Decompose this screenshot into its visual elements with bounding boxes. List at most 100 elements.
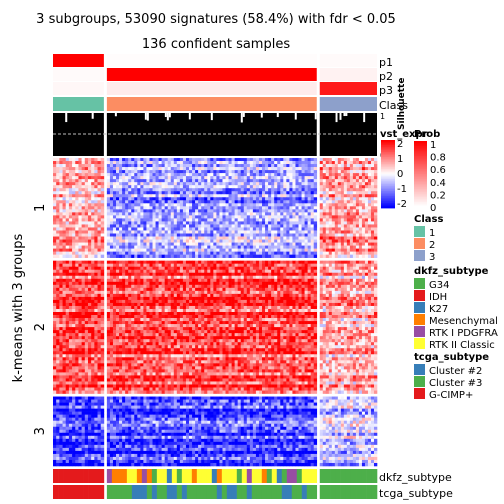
- heatmap-cell: [201, 218, 205, 222]
- silhouette-gap: [314, 113, 317, 120]
- heatmap-cell: [358, 173, 363, 177]
- heatmap-cell: [310, 236, 315, 240]
- heatmap-cell: [72, 333, 76, 337]
- heatmap-cell: [216, 269, 220, 274]
- heatmap-cell: [158, 203, 162, 207]
- heatmap-cell: [97, 251, 101, 255]
- heatmap-cell: [262, 209, 266, 213]
- heatmap-cell: [81, 254, 86, 258]
- heatmap-cell: [143, 254, 147, 258]
- heatmap-cell: [100, 266, 105, 271]
- heatmap-cell: [164, 197, 169, 201]
- heatmap-cell: [131, 167, 135, 171]
- heatmap-cell: [286, 269, 290, 274]
- heatmap-cell: [213, 170, 217, 174]
- heatmap-cell: [358, 248, 363, 252]
- heatmap-cell: [106, 167, 111, 171]
- heatmap-cell: [185, 230, 190, 234]
- heatmap-cell: [137, 224, 141, 228]
- heatmap-cell: [304, 158, 308, 162]
- heatmap-cell: [109, 215, 114, 219]
- heatmap-cell: [225, 179, 229, 183]
- heatmap-cell: [106, 245, 111, 249]
- heatmap-cell: [78, 158, 82, 162]
- heatmap-cell: [65, 260, 70, 264]
- heatmap-cell: [56, 203, 60, 207]
- heatmap-cell: [128, 230, 132, 234]
- heatmap-cell: [295, 236, 299, 240]
- heatmap-cell: [59, 315, 63, 319]
- heatmap-cell: [340, 224, 345, 228]
- heatmap-cell: [246, 248, 251, 252]
- heatmap-cell: [164, 293, 169, 298]
- heatmap-cell: [364, 203, 369, 207]
- heatmap-cell: [343, 215, 348, 219]
- heatmap-cell: [219, 254, 223, 258]
- heatmap-cell: [68, 173, 73, 177]
- heatmap-cell: [319, 170, 324, 174]
- heatmap-cell: [75, 200, 79, 204]
- heatmap-cell: [119, 233, 123, 237]
- heatmap-cell: [53, 245, 57, 249]
- heatmap-cell: [295, 278, 299, 283]
- heatmap-cell: [97, 263, 101, 267]
- heatmap-cell: [158, 266, 162, 271]
- heatmap-cell: [125, 242, 129, 246]
- heatmap-cell: [75, 182, 79, 186]
- heatmap-cell: [361, 251, 366, 255]
- heatmap-cell: [265, 206, 269, 210]
- heatmap-cell: [119, 215, 123, 219]
- heatmap-cell: [97, 321, 101, 325]
- heatmap-cell: [109, 284, 114, 289]
- heatmap-cell: [268, 212, 272, 216]
- heatmap-cell: [53, 390, 57, 394]
- heatmap-cell: [255, 239, 260, 243]
- heatmap-cell: [277, 179, 281, 183]
- heatmap-cell: [213, 284, 217, 289]
- heatmap-cell: [62, 330, 67, 334]
- heatmap-cell: [91, 366, 95, 370]
- heatmap-cell: [310, 245, 315, 249]
- heatmap-cell: [72, 342, 76, 346]
- heatmap-cell: [75, 321, 79, 325]
- heatmap-cell: [274, 164, 278, 168]
- heatmap-cell: [189, 158, 193, 162]
- heatmap-cell: [271, 275, 275, 280]
- heatmap-cell: [352, 185, 357, 189]
- heatmap-cell: [210, 221, 214, 225]
- heatmap-cell: [255, 278, 260, 283]
- heatmap-cell: [367, 254, 372, 258]
- heatmap-cell: [170, 281, 175, 286]
- heatmap-cell: [189, 287, 193, 292]
- heatmap-cell: [265, 227, 269, 231]
- heatmap-cell: [370, 182, 375, 186]
- heatmap-cell: [53, 239, 57, 243]
- heatmap-cell: [262, 272, 266, 277]
- heatmap-cell: [75, 251, 79, 255]
- silhouette-gap: [168, 113, 171, 118]
- heatmap-cell: [358, 170, 363, 174]
- heatmap-cell: [56, 354, 60, 358]
- heatmap-cell: [146, 197, 150, 201]
- heatmap-cell: [204, 158, 208, 162]
- heatmap-cell: [274, 230, 278, 234]
- heatmap-cell: [109, 206, 114, 210]
- heatmap-cell: [75, 287, 79, 292]
- heatmap-cell: [237, 194, 242, 198]
- heatmap-cell: [59, 269, 63, 274]
- heatmap-cell: [358, 200, 363, 204]
- heatmap-cell: [173, 281, 178, 286]
- heatmap-cell: [213, 263, 217, 267]
- heatmap-cell: [292, 239, 296, 243]
- heatmap-cell: [75, 173, 79, 177]
- heatmap-cell: [358, 239, 363, 243]
- heatmap-cell: [128, 173, 132, 177]
- heatmap-cell: [109, 227, 114, 231]
- heatmap-cell: [295, 260, 299, 264]
- heatmap-cell: [340, 233, 345, 237]
- heatmap-cell: [228, 281, 232, 286]
- heatmap-cell: [361, 164, 366, 168]
- heatmap-cell: [94, 287, 98, 292]
- heatmap-cell: [185, 176, 190, 180]
- heatmap-cell: [337, 239, 342, 243]
